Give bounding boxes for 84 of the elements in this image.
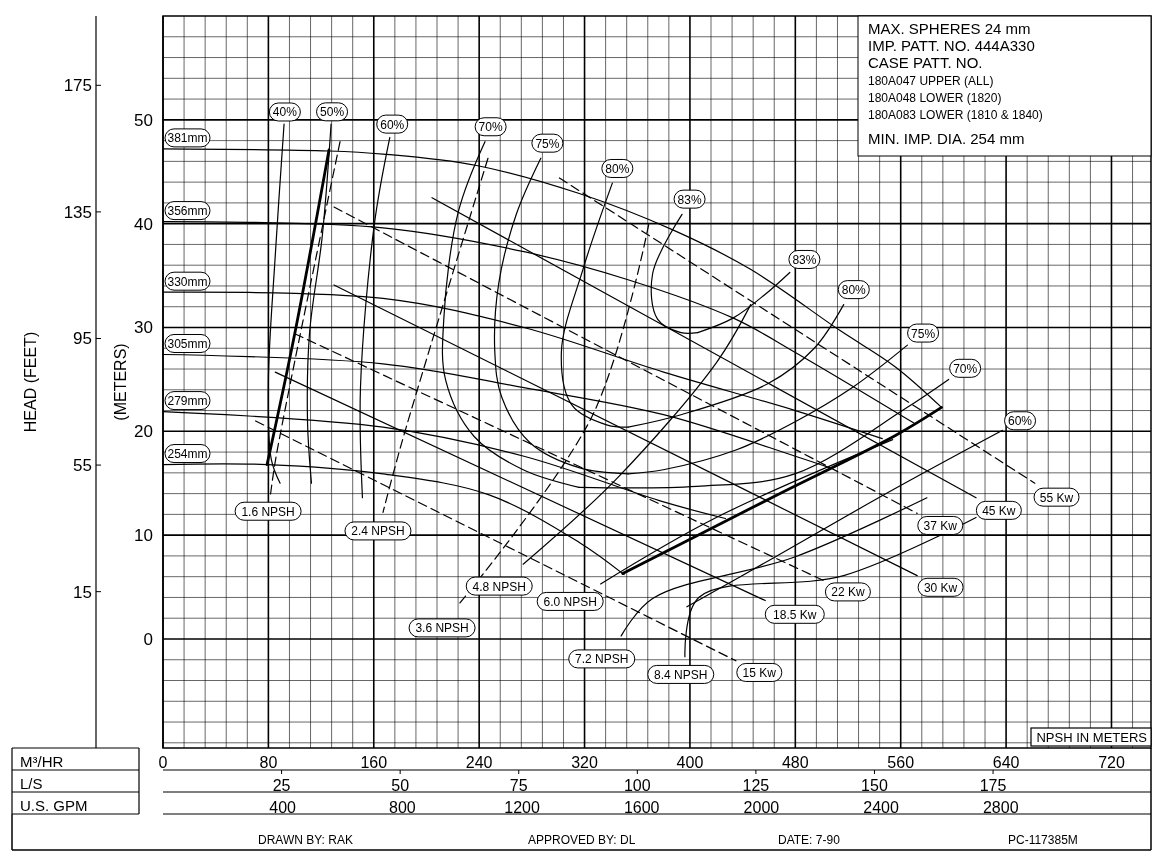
- series-label: 83%: [792, 252, 817, 267]
- x-axis-title: M³/HR: [20, 753, 64, 770]
- x-tick-label: 720: [1098, 754, 1125, 771]
- annotation: MAX. SPHERES 24 mm: [868, 20, 1031, 37]
- y-tick-label: 50: [134, 110, 153, 130]
- x-tick-label: 160: [360, 754, 388, 771]
- annotation: IMP. PATT. NO. 444A330: [868, 37, 1035, 54]
- x2-tick-label: 50: [391, 777, 410, 794]
- series-label: 80%: [841, 283, 867, 298]
- text: 1600: [623, 799, 660, 816]
- x2-tick-label: 75: [509, 777, 528, 794]
- annotation: 180A047 UPPER (ALL): [868, 74, 994, 88]
- y-tick-label: 40: [134, 214, 153, 234]
- annotation: CASE PATT. NO.: [868, 54, 983, 71]
- annotation: 180A083 LOWER (1810 & 1840): [868, 108, 1043, 122]
- y-tick-label: 10: [134, 526, 153, 546]
- series-label: 18.5 Kw: [773, 607, 817, 622]
- annotation: 180A048 LOWER (1820): [868, 91, 1002, 105]
- series-label: 70%: [953, 361, 978, 376]
- series-label: 3.6 NPSH: [415, 621, 469, 636]
- series-label: 330mm: [167, 274, 208, 289]
- y2-tick-label: 55: [73, 456, 92, 476]
- x2-tick-label: 125: [742, 777, 770, 794]
- series-label: 279mm: [167, 394, 208, 409]
- annotation: MIN. IMP. DIA. 254 mm: [868, 130, 1025, 147]
- y-axis-title: (METERS): [112, 343, 129, 421]
- series-label: 22 Kw: [831, 585, 865, 600]
- text: 2400: [863, 799, 899, 816]
- text: 800: [389, 799, 416, 816]
- x-tick-label: 480: [781, 754, 809, 771]
- x2-tick-label: 150: [861, 777, 888, 794]
- series-label: 45 Kw: [982, 503, 1016, 518]
- text: DRAWN BY: RAK: [258, 833, 353, 847]
- series-label: 15 Kw: [742, 665, 777, 680]
- series-label: 30 Kw: [923, 580, 958, 595]
- legend-label: 50%: [320, 105, 345, 120]
- series-label: 254mm: [167, 447, 208, 462]
- series-label: 37 Kw: [923, 518, 958, 533]
- text: DATE: 7-90: [778, 833, 841, 847]
- series-label: 75%: [911, 326, 936, 341]
- x-tick-label: 240: [465, 754, 493, 771]
- series-label: 60%: [1008, 414, 1033, 429]
- text: PC-117385M: [1008, 833, 1078, 847]
- series-label: 80%: [605, 161, 630, 176]
- series-label: 55 Kw: [1039, 490, 1074, 505]
- text: 400: [269, 799, 297, 816]
- series-label: 8.4 NPSH: [654, 667, 708, 682]
- x2-tick-label: 100: [623, 777, 651, 794]
- y2-axis-title: HEAD (FEET): [22, 331, 39, 433]
- annotation: NPSH IN METERS: [1036, 730, 1148, 745]
- series-label: 381mm: [167, 131, 208, 146]
- x-tick-label: 640: [992, 754, 1020, 771]
- x-tick-label: 320: [571, 754, 598, 771]
- series-label: 305mm: [167, 336, 208, 351]
- series-label: 356mm: [167, 204, 208, 219]
- x2-tick-label: 25: [272, 777, 291, 794]
- y2-tick-label: 135: [63, 202, 92, 222]
- y-tick-label: 0: [143, 629, 153, 649]
- x2-tick-label: 175: [979, 777, 1007, 794]
- series-label: 70%: [478, 120, 503, 135]
- series-label: 4.8 NPSH: [472, 579, 526, 594]
- text: U.S. GPM: [20, 797, 88, 814]
- y2-tick-label: 95: [73, 329, 92, 349]
- y2-tick-label: 175: [63, 76, 92, 96]
- series-label: 60%: [380, 117, 405, 132]
- x-tick-label: 0: [158, 754, 168, 771]
- text: 2000: [743, 799, 780, 816]
- series-label: 2.4 NPSH: [351, 524, 405, 539]
- x2-axis-title: L/S: [20, 775, 43, 792]
- series-label: 1.6 NPSH: [241, 504, 295, 519]
- series-label: 75%: [535, 136, 560, 151]
- x-tick-label: 400: [676, 754, 704, 771]
- y-tick-label: 20: [134, 422, 153, 442]
- y2-tick-label: 15: [73, 582, 92, 602]
- series-label: 40%: [272, 105, 298, 120]
- series-label: 83%: [677, 192, 702, 207]
- text: 2800: [982, 799, 1019, 816]
- text: APPROVED BY: DL: [528, 833, 636, 847]
- x-tick-label: 560: [887, 754, 915, 771]
- series-label: 6.0 NPSH: [543, 594, 597, 609]
- text: 1200: [504, 799, 540, 816]
- y-tick-label: 30: [134, 318, 153, 338]
- x-tick-label: 80: [259, 754, 278, 771]
- series-label: 7.2 NPSH: [575, 652, 629, 667]
